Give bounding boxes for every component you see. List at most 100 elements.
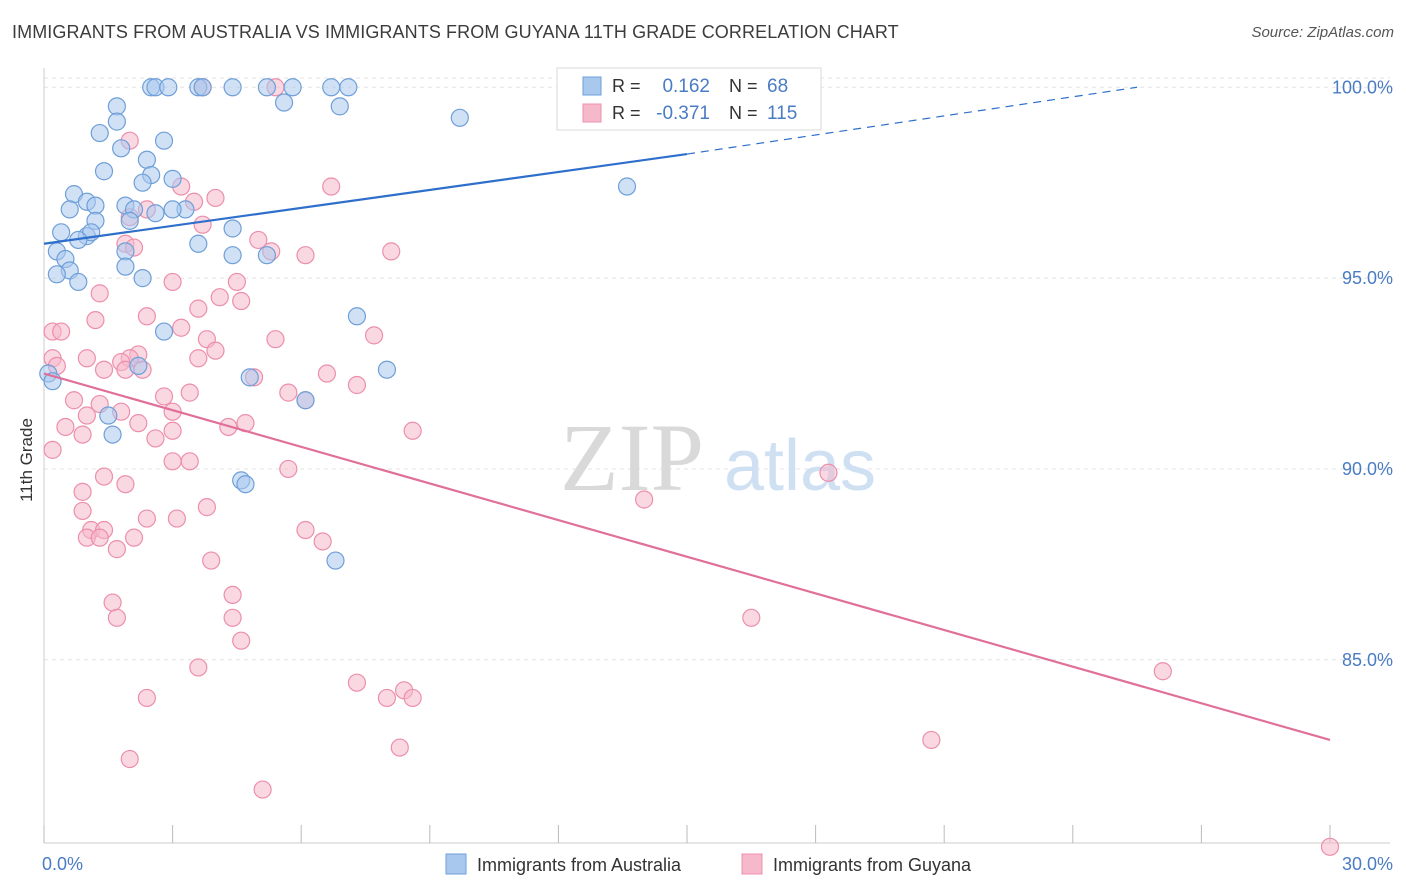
guyana-point (322, 177, 341, 196)
australia-point (90, 123, 109, 143)
guyana-point (90, 284, 109, 303)
guyana-point (137, 688, 156, 708)
guyana-point (73, 501, 92, 521)
australia-trend-extension (686, 86, 1138, 155)
guyana-point (77, 349, 96, 368)
bottom-legend-label-guyana: Immigrants from Guyana (773, 855, 972, 875)
guyana-point (296, 520, 315, 540)
guyana-point (52, 322, 71, 341)
australia-point (116, 257, 135, 276)
australia-point (47, 265, 66, 284)
bottom-legend-label-australia: Immigrants from Australia (477, 855, 682, 875)
guyana-point (279, 383, 298, 402)
guyana-point (189, 299, 208, 318)
australia-point (339, 78, 358, 97)
guyana-point (202, 551, 221, 570)
guyana-point (206, 188, 225, 208)
guyana-point (180, 452, 199, 471)
guyana-point (819, 463, 838, 482)
guyana-point (163, 272, 182, 292)
australia-point (154, 131, 174, 150)
guyana-point (116, 475, 135, 494)
guyana-point (154, 387, 174, 406)
guyana-point (103, 593, 122, 612)
guyana-point (206, 341, 225, 360)
guyana-point (197, 498, 216, 517)
australia-point (330, 97, 349, 116)
bottom-legend-swatch-australia (445, 853, 467, 875)
guyana-point (163, 452, 182, 471)
australia-point (116, 242, 135, 261)
australia-trend-line (43, 152, 688, 245)
australia-point (377, 360, 397, 379)
guyana-point (296, 246, 315, 265)
guyana-point (137, 509, 156, 528)
australia-points (39, 78, 637, 570)
guyana-point (146, 429, 165, 448)
axes (43, 68, 1390, 844)
guyana-point (403, 688, 422, 708)
guyana-point (232, 291, 251, 311)
guyana-point (249, 230, 268, 250)
australia-point (450, 108, 469, 127)
australia-point (257, 246, 277, 265)
australia-point (133, 173, 152, 192)
guyana-point (180, 383, 199, 402)
watermark: ZIP atlas (560, 404, 876, 511)
watermark-zip: ZIP (560, 404, 704, 511)
guyana-point (1320, 837, 1340, 856)
australia-point (112, 139, 131, 158)
guyana-point (137, 307, 156, 326)
australia-point (137, 150, 156, 169)
guyana-point (56, 417, 75, 437)
australia-point (154, 322, 174, 341)
australia-point (322, 78, 341, 97)
guyana-point (90, 528, 109, 547)
guyana-point (364, 326, 384, 345)
guyana-point (1153, 662, 1172, 681)
guyana-point (193, 215, 212, 234)
guyana-point (172, 318, 191, 337)
guyana-point (382, 242, 401, 261)
australia-point (236, 475, 255, 494)
guyana-point (189, 349, 208, 368)
tick-labels: 85.0% 90.0% 95.0% 100.0% 0.0% 30.0% (42, 77, 1393, 874)
guyana-point (189, 658, 208, 677)
legend-r-label: R = (612, 76, 641, 96)
guyana-point (922, 730, 941, 750)
guyana-point (227, 272, 246, 292)
australia-point (120, 211, 139, 230)
legend: R = 0.162 N = 68 R = -0.371 N = 115 (556, 67, 822, 131)
australia-point (189, 234, 208, 253)
watermark-atlas: atlas (724, 426, 876, 506)
australia-point (129, 356, 148, 375)
legend-swatch-australia (582, 76, 602, 96)
australia-point (193, 78, 212, 97)
guyana-point (223, 608, 242, 627)
australia-point (146, 204, 165, 223)
australia-point (159, 78, 178, 97)
legend-r-value: 0.162 (662, 76, 710, 97)
australia-point (274, 93, 294, 112)
australia-point (617, 177, 637, 196)
guyana-trend-line (43, 372, 1331, 742)
guyana-point (635, 490, 654, 509)
australia-point (60, 200, 79, 219)
guyana-point (403, 421, 422, 440)
legend-n-label: N = (729, 76, 758, 96)
guyana-point (347, 375, 367, 395)
x-tick-label-max: 30.0% (1342, 854, 1393, 874)
guyana-point (347, 673, 367, 692)
australia-point (223, 246, 242, 265)
bottom-legend: Immigrants from Australia Immigrants from… (445, 853, 972, 875)
guyana-point (86, 310, 105, 330)
australia-point (107, 97, 126, 116)
guyana-point (266, 330, 285, 349)
legend-r-value: -0.371 (656, 103, 710, 124)
legend-n-value: 115 (767, 103, 797, 124)
australia-point (283, 78, 302, 97)
guyana-point (94, 467, 114, 486)
guyana-point (223, 585, 242, 605)
guyana-point (279, 459, 298, 479)
